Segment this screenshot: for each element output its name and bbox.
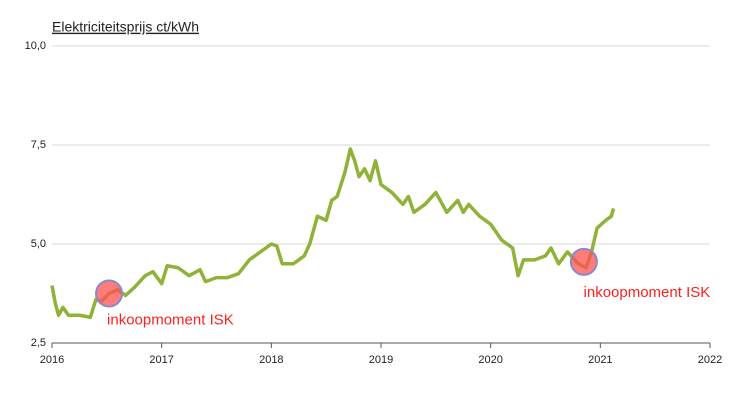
annotation-marker (569, 247, 598, 276)
x-tick-label: 2021 (588, 354, 612, 366)
x-tick-label: 2020 (478, 354, 502, 366)
x-tick-label: 2022 (698, 354, 722, 366)
y-tick-label: 10,0 (25, 40, 46, 52)
y-tick-label: 2,5 (31, 337, 46, 349)
x-tick-label: 2017 (149, 354, 173, 366)
y-tick-label: 7,5 (31, 139, 46, 151)
annotation-label: inkoopmoment ISK (584, 284, 711, 301)
annotation-marker (95, 279, 124, 308)
price-line (50, 147, 616, 320)
x-tick-label: 2018 (259, 354, 283, 366)
chart-title: Elektriciteitsprijs ct/kWh (52, 19, 199, 35)
y-tick-label: 5,0 (31, 238, 46, 250)
x-tick-label: 2016 (40, 354, 64, 366)
x-tick-label: 2019 (369, 354, 393, 366)
annotation-label: inkoopmoment ISK (107, 311, 234, 328)
